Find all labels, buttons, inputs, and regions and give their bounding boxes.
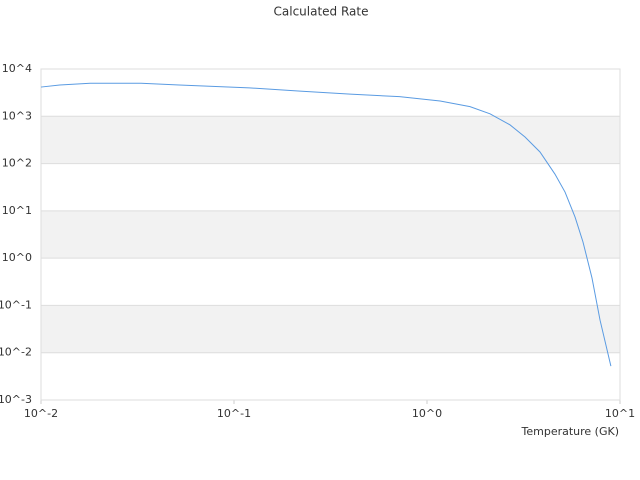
data-line bbox=[40, 82, 612, 367]
y-tick-label: 10^-2 bbox=[0, 346, 32, 359]
x-tick-label: 10^1 bbox=[605, 407, 635, 420]
x-axis-label: Temperature (GK) bbox=[521, 425, 620, 438]
x-tick-label: 10^-1 bbox=[217, 407, 251, 420]
chart-title: Calculated Rate bbox=[274, 5, 369, 19]
y-tick-label: 10^1 bbox=[2, 204, 32, 217]
y-tick-label: 10^2 bbox=[2, 157, 32, 170]
grid-band bbox=[41, 210, 620, 259]
x-tick-label: 10^0 bbox=[412, 407, 442, 420]
x-tick-label: 10^-2 bbox=[24, 407, 58, 420]
y-tick-label: 10^3 bbox=[2, 109, 32, 122]
plot-frame bbox=[40, 68, 621, 401]
grid-band bbox=[41, 305, 620, 353]
grid-band bbox=[41, 116, 620, 164]
y-tick-label: 10^0 bbox=[2, 251, 32, 264]
y-tick-label: 10^-3 bbox=[0, 393, 32, 406]
y-tick-label: 10^4 bbox=[2, 62, 32, 75]
y-tick-label: 10^-1 bbox=[0, 298, 32, 311]
